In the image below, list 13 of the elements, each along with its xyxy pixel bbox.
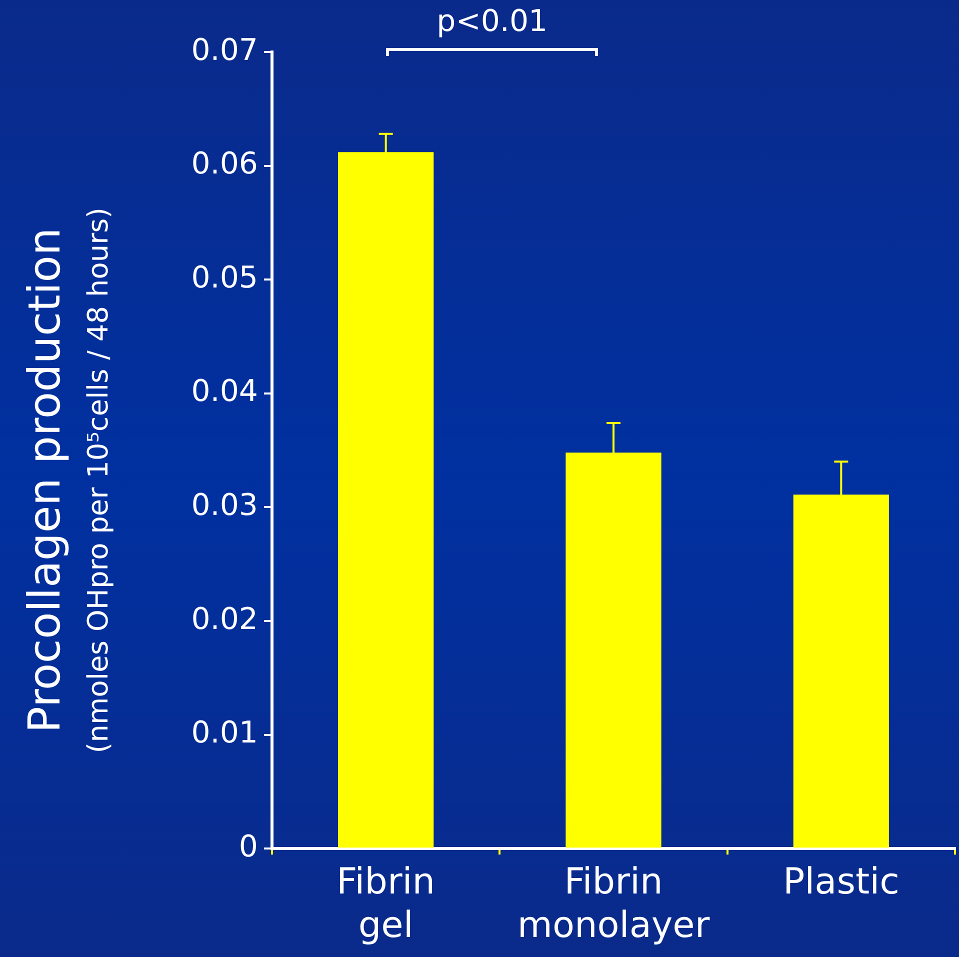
y-tick-label: 0.02	[191, 602, 258, 637]
y-tick-label: 0.05	[191, 260, 258, 296]
y-tick-label: 0	[238, 829, 258, 864]
text: p<0.01	[436, 4, 548, 39]
x-tick-label: Fibrin monolayer	[517, 862, 710, 946]
x-tick-label: Plastic	[782, 862, 900, 903]
y-axis-title: Procollagen production (nmoles OHpro per 10⁵cells / 48 hours)	[19, 207, 114, 754]
y-tick-label: 0.03	[191, 488, 258, 523]
y-tick-label: 0.01	[191, 716, 258, 751]
x-tick-label: Fibrin gel	[336, 862, 436, 946]
y-tick-label: 0.07	[191, 32, 258, 68]
y-tick-label: 0.06	[191, 146, 258, 182]
y-tick-label: 0.04	[191, 374, 258, 410]
